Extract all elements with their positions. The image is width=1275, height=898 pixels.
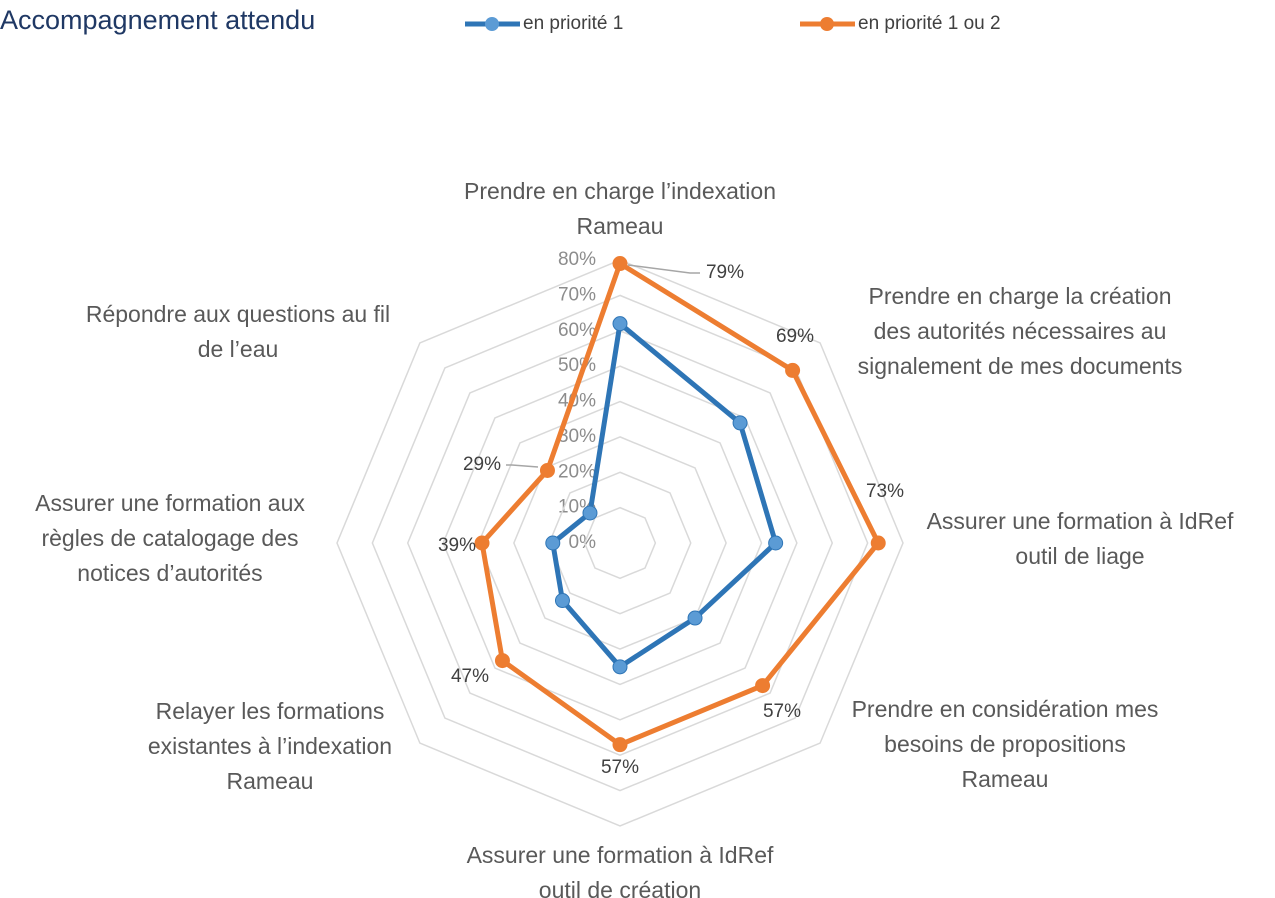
category-label: Assurer une formation à IdRef [927,508,1234,534]
point [732,415,748,431]
point [474,535,490,551]
tick-label: 40% [558,391,596,412]
point [554,593,570,609]
series-line [479,261,881,748]
category-label: existantes à l’indexation [148,733,392,759]
grid-ring [513,436,727,650]
legend-label: en priorité 1 [523,13,623,34]
point [785,362,801,378]
grid-ring [548,471,692,615]
grid-ring [406,329,834,757]
point [612,737,628,753]
tick-label: 20% [558,461,596,482]
legend-marker [485,17,499,31]
category-label: signalement de mes documents [858,353,1183,379]
legend-marker [820,17,834,31]
category-label: Rameau [227,768,314,794]
tick-label: 50% [558,355,596,376]
grid-ring [583,506,657,580]
point [755,678,771,694]
point [494,653,510,669]
value-label: 39% [438,535,476,556]
value-label: 57% [601,757,639,778]
point [582,505,598,521]
point [545,535,561,551]
point [612,316,628,332]
point [539,462,555,478]
category-label: outil de création [539,877,701,898]
point [687,610,703,626]
category-label: des autorités nécessaires au [874,318,1167,344]
grid-ring [336,259,904,827]
value-label: 29% [463,454,501,475]
category-label: de l’eau [198,336,279,362]
category-label: Assurer une formation à IdRef [467,842,774,868]
value-label: 79% [706,262,744,283]
value-label: 47% [451,666,489,687]
category-label: besoins de propositions [884,731,1126,757]
point [768,535,784,551]
grid-ring [477,400,763,686]
category-label: notices d’autorités [77,560,262,586]
category-label: Prendre en considération mes [852,696,1159,722]
tick-label: 70% [558,284,596,305]
value-label: 57% [763,701,801,722]
tick-label: 60% [558,320,596,341]
tick-label: 30% [558,426,596,447]
category-label: Rameau [962,766,1049,792]
category-label: Prendre en charge l’indexation [464,178,776,204]
chart-title: Accompagnement attendu [0,5,315,35]
point [870,535,886,551]
tick-label: 80% [558,249,596,270]
category-label: Rameau [577,213,664,239]
leader-line [627,264,700,274]
point [612,659,628,675]
legend-label: en priorité 1 ou 2 [858,13,1001,34]
leader-line [506,464,539,468]
tick-label: 0% [569,532,597,553]
category-label: règles de catalogage des [41,525,298,551]
category-label: Assurer une formation aux [35,490,305,516]
category-label: outil de liage [1015,543,1144,569]
grid-ring [442,365,798,721]
category-label: Relayer les formations [156,698,385,724]
value-label: 69% [776,326,814,347]
point [612,256,628,272]
category-label: Répondre aux questions au fil [86,301,390,327]
value-label: 73% [866,481,904,502]
category-label: Prendre en charge la création [868,283,1171,309]
